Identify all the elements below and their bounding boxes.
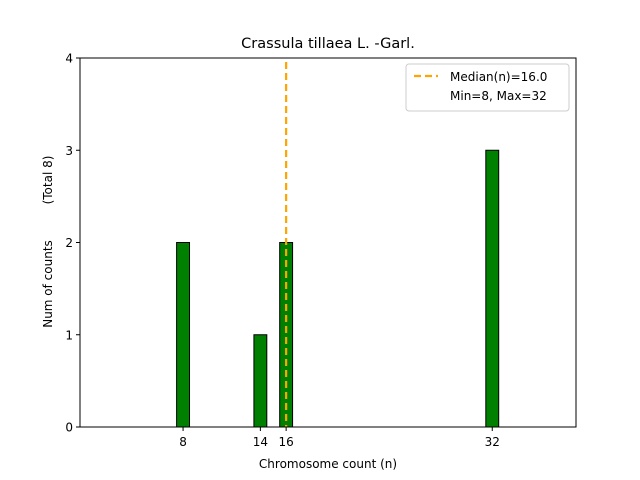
y-tick-label: 1 [65,328,73,342]
y-axis-ticks: 0 1 2 3 4 [65,52,80,435]
x-tick-label: 32 [485,435,500,449]
x-axis-ticks: 8 14 16 32 [179,427,500,449]
chart-title: Crassula tillaea L. -Garl. [241,36,415,52]
y-tick-label: 0 [65,421,73,435]
plot-frame [79,57,577,428]
x-tick-label: 16 [278,435,293,449]
legend-entry-median: Median(n)=16.0 [450,70,547,84]
x-tick-label: 8 [179,435,187,449]
y-axis-total-label: (Total 8) [41,156,55,205]
y-tick-label: 3 [65,144,73,158]
plot-area [79,57,577,428]
x-axis-label: Chromosome count (n) [259,457,397,471]
x-tick-label: 14 [253,435,268,449]
legend-box [405,63,570,112]
bar-14 [253,334,268,428]
bar-32 [485,149,500,428]
legend: Median(n)=16.0 Min=8, Max=32 [405,63,570,112]
legend-entry-minmax: Min=8, Max=32 [450,89,547,103]
y-tick-label: 2 [65,236,73,250]
y-tick-label: 4 [65,52,73,66]
y-axis-label: Num of counts [41,240,55,328]
bar-16 [279,242,294,428]
bar-8 [176,242,191,428]
